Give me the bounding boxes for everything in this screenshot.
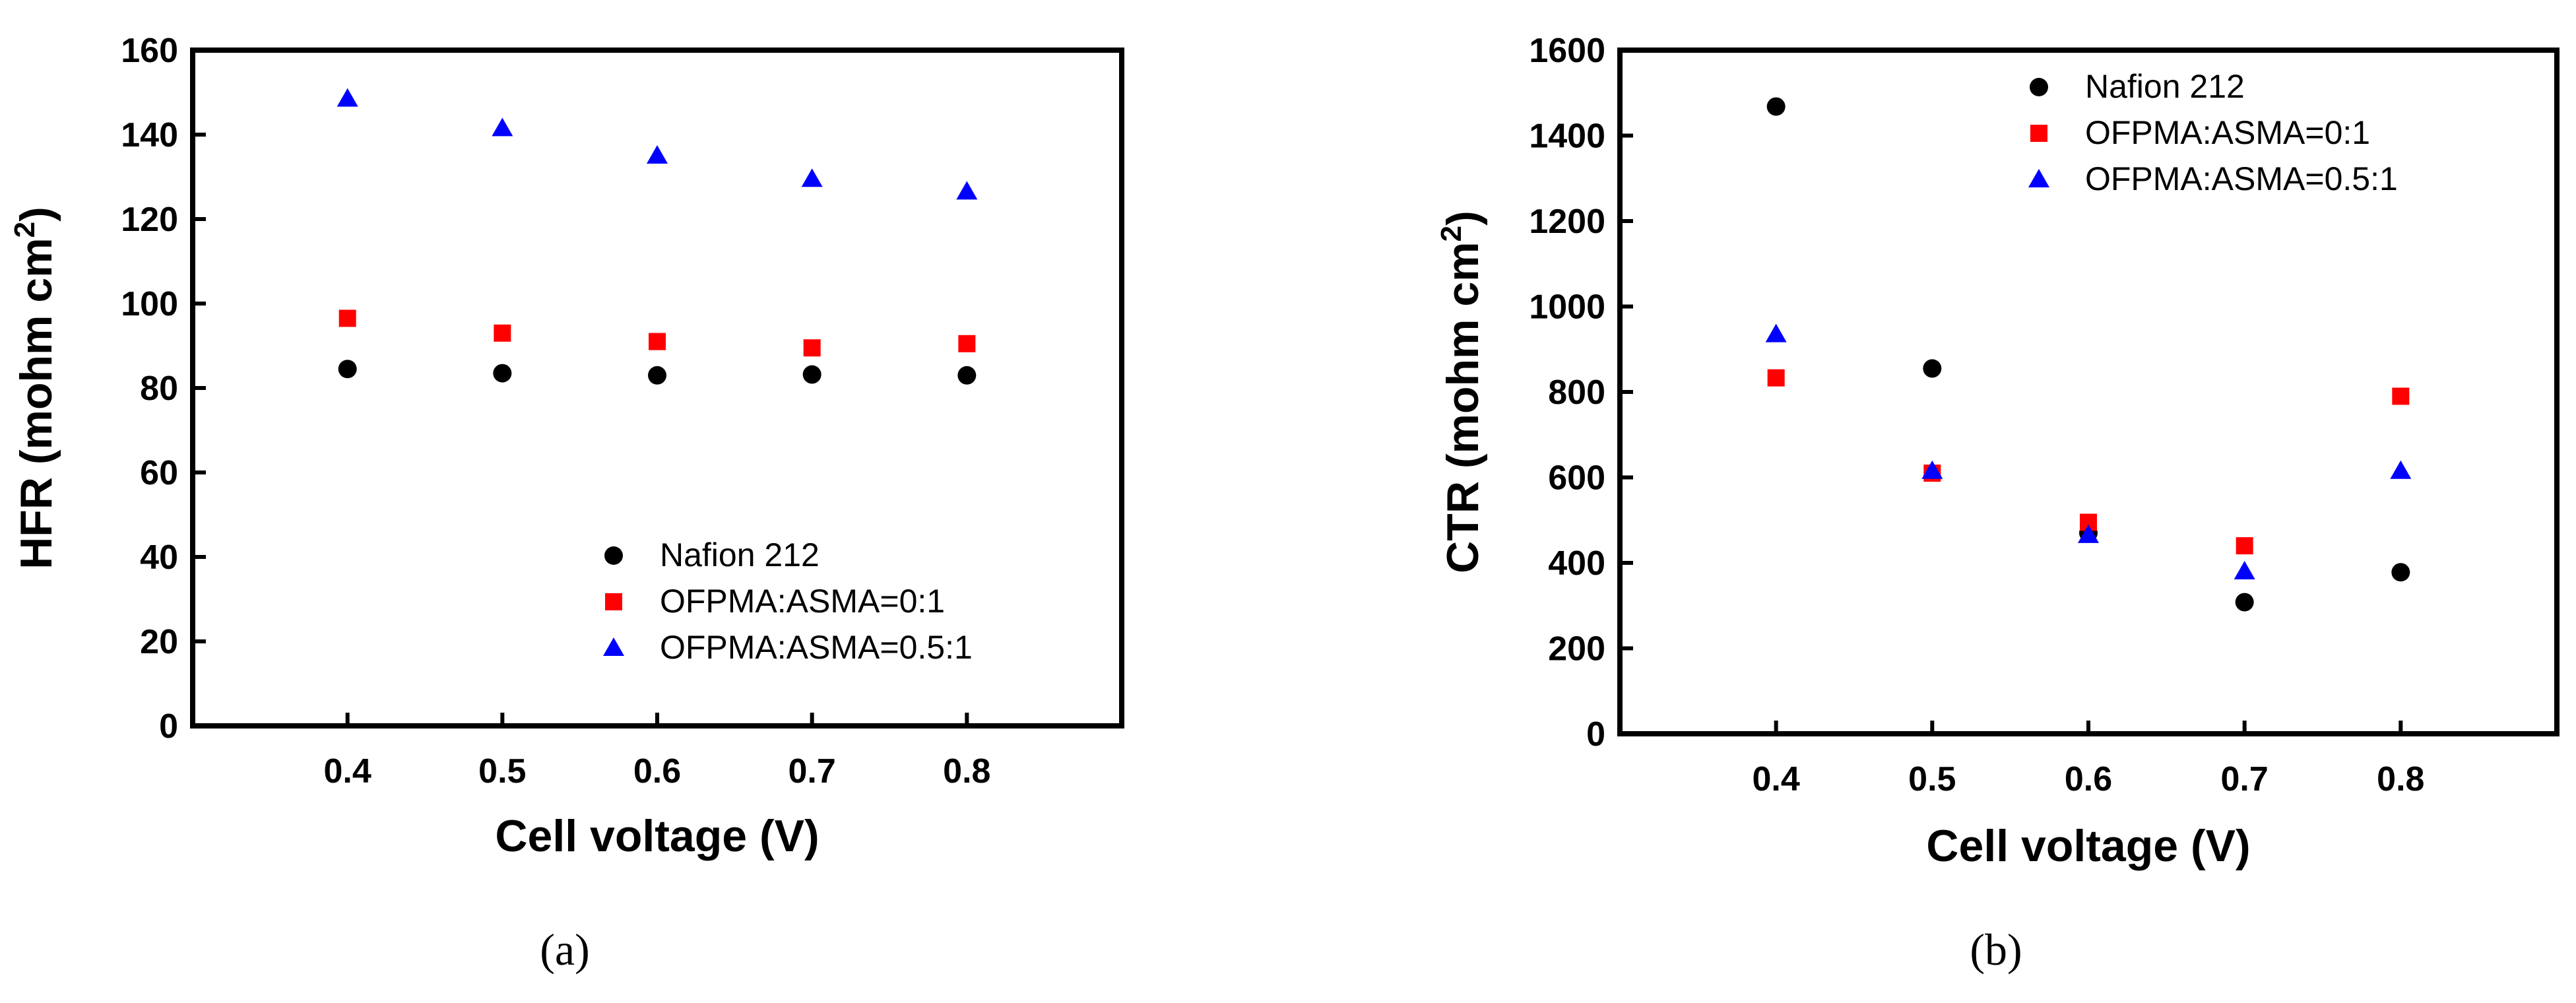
y-tick-label: 0	[159, 707, 178, 746]
y-tick-label: 600	[1548, 459, 1605, 498]
y-axis-title-main: HFR (mohm cm	[11, 238, 61, 569]
x-tick-label: 0.7	[2221, 760, 2269, 798]
data-point-square	[2392, 387, 2410, 405]
legend-marker-triangle	[603, 637, 624, 656]
y-tick-label: 80	[140, 370, 178, 408]
x-tick-label: 0.4	[324, 752, 371, 791]
y-tick-label: 140	[121, 116, 178, 154]
x-axis-title: Cell voltage (V)	[1926, 821, 2250, 871]
y-tick-label: 160	[121, 32, 178, 70]
panel-label: (b)	[1970, 924, 2022, 975]
y-tick-label: 0	[1586, 715, 1605, 754]
data-point-triangle	[337, 88, 358, 107]
data-point-triangle	[492, 117, 513, 137]
y-tick-label: 40	[140, 538, 178, 577]
legend-label: OFPMA:ASMA=0:1	[2085, 114, 2370, 151]
x-tick-label: 0.8	[943, 752, 990, 791]
data-point-triangle	[801, 168, 823, 187]
legend-label: OFPMA:ASMA=0.5:1	[660, 629, 973, 666]
x-tick-label: 0.5	[478, 752, 526, 791]
data-point-circle	[2235, 593, 2254, 612]
y-tick-label: 1000	[1529, 288, 1605, 327]
legend-marker-square	[2030, 125, 2047, 142]
data-point-triangle	[647, 145, 668, 164]
data-point-circle	[493, 364, 512, 383]
x-tick-label: 0.7	[789, 752, 836, 791]
legend-label: OFPMA:ASMA=0:1	[660, 583, 945, 620]
data-point-circle	[1766, 97, 1786, 116]
legend-label: Nafion 212	[2085, 68, 2245, 105]
y-axis-title-superscript: 2	[1435, 226, 1467, 242]
plot-frame	[1617, 48, 2560, 736]
y-axis-title-end: )	[1438, 210, 1488, 226]
legend-label: Nafion 212	[660, 536, 820, 573]
x-tick-label: 0.5	[1908, 760, 1956, 798]
y-tick-label: 200	[1548, 630, 1605, 668]
legend-marker-circle	[604, 546, 623, 565]
y-axis-title: HFR (mohm cm2)	[9, 207, 61, 569]
data-point-square	[803, 339, 821, 357]
data-point-square	[494, 324, 511, 342]
data-point-square	[2236, 537, 2253, 555]
data-point-triangle	[956, 181, 978, 200]
data-point-square	[1767, 369, 1785, 387]
data-point-circle	[802, 365, 821, 384]
x-tick-label: 0.6	[633, 752, 681, 791]
x-tick-label: 0.6	[2065, 760, 2112, 798]
data-point-square	[338, 309, 356, 327]
data-point-triangle	[2390, 460, 2412, 479]
x-axis-title: Cell voltage (V)	[495, 811, 819, 861]
y-tick-label: 100	[121, 285, 178, 323]
y-axis-title-end: )	[11, 207, 61, 222]
y-tick-label: 1200	[1529, 203, 1605, 241]
data-point-triangle	[1921, 460, 1943, 479]
legend-label: OFPMA:ASMA=0.5:1	[2085, 160, 2398, 197]
x-tick-label: 0.4	[1753, 760, 1800, 798]
chart-b: 0 200 400 600 800 1000 1200 1400 1600 0.4 0.5 0.6 0.…	[1435, 32, 2560, 975]
y-tick-label: 1400	[1529, 117, 1605, 156]
data-point-circle	[1923, 359, 1942, 378]
data-point-square	[649, 333, 666, 350]
data-point-circle	[957, 366, 977, 385]
data-point-circle	[648, 366, 666, 385]
data-point-square	[958, 335, 976, 352]
data-point-circle	[2391, 563, 2410, 582]
y-tick-label: 400	[1548, 544, 1605, 583]
legend-marker-circle	[2030, 78, 2048, 96]
legend-marker-square	[605, 593, 622, 610]
y-tick-label: 60	[140, 454, 178, 492]
x-tick-label: 0.8	[2377, 760, 2424, 798]
y-axis-title-superscript: 2	[9, 222, 41, 238]
data-point-triangle	[2078, 524, 2099, 543]
panel-label: (a)	[540, 924, 589, 975]
y-tick-label: 20	[140, 623, 178, 661]
y-tick-label: 120	[121, 201, 178, 239]
y-axis-title-main: CTR (mohm cm	[1438, 242, 1488, 573]
y-tick-label: 1600	[1529, 32, 1605, 70]
data-point-circle	[338, 360, 357, 379]
y-axis-title: CTR (mohm cm2)	[1435, 210, 1488, 573]
y-tick-label: 800	[1548, 373, 1605, 412]
legend-marker-triangle	[2028, 169, 2049, 187]
data-point-triangle	[1765, 323, 1787, 342]
chart-a: 0 20 40 60 80 100 120 140 160 0.4 0.5 0.6 0.7 0.8 Cell…	[9, 32, 1124, 975]
data-point-triangle	[2234, 560, 2255, 579]
